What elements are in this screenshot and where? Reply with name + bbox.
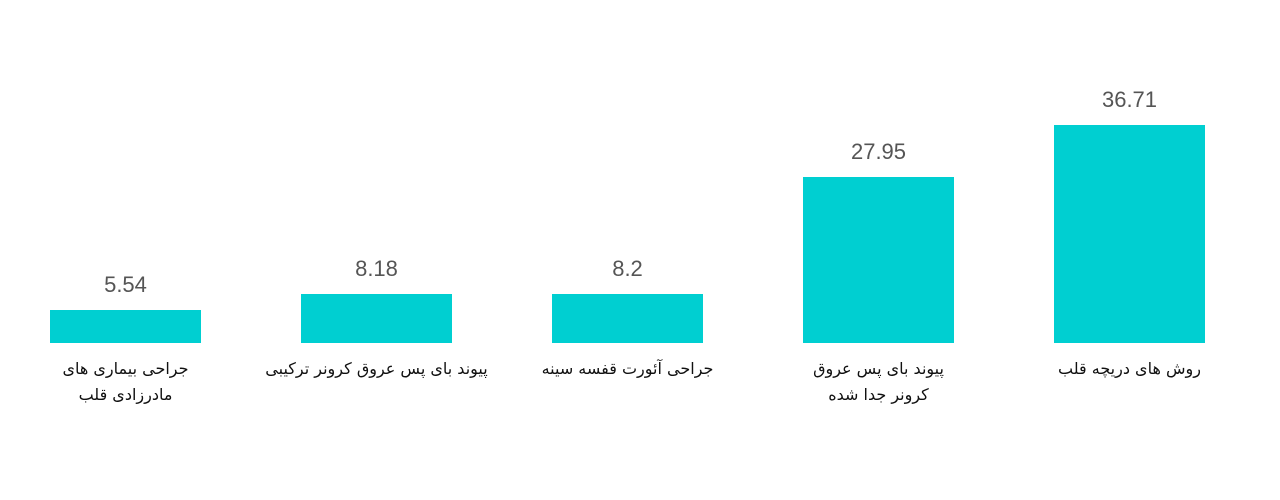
bar: [301, 294, 452, 343]
category-label: پیوند بای پس عروق کرونر ترکیبی: [265, 359, 488, 378]
value-label: 8.18: [355, 256, 398, 282]
value-label: 27.95: [850, 139, 907, 165]
category-label: جراحی آئورت قفسه سینه: [541, 359, 714, 378]
category-label: جراحی بیماری های مادرزادی قلب: [62, 359, 189, 404]
value-label: 8.2: [612, 256, 643, 282]
category-label: پیوند بای پس عروق کرونر جدا شده: [813, 359, 944, 404]
bar: [552, 294, 703, 343]
bar: [50, 310, 201, 343]
bar: [1054, 125, 1205, 343]
value-label: 5.54: [104, 272, 147, 298]
value-label: 36.71: [1101, 87, 1158, 112]
bar: [803, 177, 954, 343]
category-label: روش های دریچه قلب: [1058, 359, 1201, 378]
